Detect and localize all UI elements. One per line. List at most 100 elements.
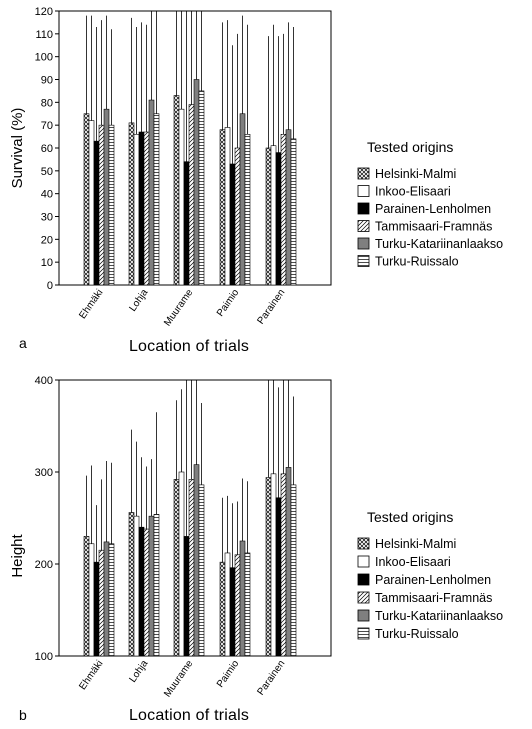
- bar: [219, 129, 226, 286]
- x-category-label: Ehmäki: [77, 658, 105, 692]
- bar: [138, 526, 145, 657]
- bar: [128, 512, 135, 657]
- bar: [108, 543, 115, 657]
- x-category-label: Lohja: [127, 658, 150, 685]
- bar: [265, 477, 272, 657]
- bar: [270, 473, 277, 657]
- y-tick-label: 70: [41, 120, 53, 132]
- legend-label: Tammisaari-Framnäs: [375, 591, 492, 605]
- bars-a: [83, 11, 297, 286]
- legend-label: Helsinki-Malmi: [375, 167, 456, 181]
- legend-swatch: [357, 220, 370, 232]
- y-tick-label: 40: [41, 189, 53, 201]
- legend-swatch: [357, 609, 370, 622]
- legend-swatch: [357, 573, 370, 586]
- panel-label-a: a: [19, 335, 27, 351]
- bar: [173, 95, 180, 286]
- y-tick-label: 30: [41, 212, 53, 224]
- bar: [148, 99, 155, 286]
- x-category-label: Paimio: [215, 658, 242, 690]
- y-tick-label: 100: [35, 651, 53, 663]
- legend-b: Tested origins Helsinki-Malmi Inkoo-Elisa…: [357, 509, 503, 641]
- y-tick-label: 300: [35, 467, 53, 479]
- legend-swatch: [357, 202, 370, 215]
- bar: [234, 554, 241, 657]
- bar: [178, 108, 185, 286]
- bar: [290, 138, 297, 286]
- bar: [153, 514, 160, 657]
- y-ticks-b: 100 200 300 400: [35, 375, 59, 663]
- legend-label: Helsinki-Malmi: [375, 537, 456, 551]
- x-categories-a: Ehmäki Lohja Muurame Paimio Parainen: [77, 287, 287, 328]
- legend-swatch: [357, 591, 370, 604]
- x-category-label: Muurame: [162, 658, 195, 699]
- bar: [275, 152, 282, 286]
- x-category-label: Parainen: [255, 658, 287, 697]
- legend-label: Inkoo-Elisaari: [375, 185, 451, 199]
- bar: [234, 147, 241, 286]
- bar: [88, 543, 95, 657]
- bar: [138, 131, 145, 286]
- bar: [143, 131, 150, 286]
- bar: [133, 515, 140, 657]
- y-tick-label: 0: [47, 280, 53, 292]
- y-tick-label: 120: [35, 6, 53, 18]
- bar: [83, 113, 90, 286]
- bar: [198, 484, 205, 657]
- y-tick-label: 90: [41, 75, 53, 87]
- panel-b: 100 200 300 400 Ehmäki Lohja Muurame Paimio Par…: [9, 375, 503, 724]
- legend-swatch: [357, 255, 370, 267]
- bar: [239, 540, 246, 657]
- legend-swatch: [357, 237, 370, 250]
- bar: [244, 552, 251, 657]
- bar: [148, 515, 155, 657]
- panel-a: 0 10 20 30 40 50 60 70 80 90 100 110 120 Ehmäki Lohja…: [9, 6, 503, 355]
- bar: [93, 561, 100, 657]
- legend-swatch: [357, 185, 370, 197]
- x-categories-b: Ehmäki Lohja Muurame Paimio Parainen: [77, 658, 287, 699]
- legend-label: Turku-Katariinanlaakso: [375, 609, 503, 623]
- bar: [108, 124, 115, 286]
- x-axis-title-a: Location of trials: [129, 338, 249, 355]
- bar: [93, 140, 100, 286]
- legend-label: Turku-Katariinanlaakso: [375, 237, 503, 251]
- bar: [239, 113, 246, 286]
- bar: [290, 484, 297, 657]
- x-axis-title-b: Location of trials: [129, 707, 249, 724]
- bar: [244, 134, 251, 286]
- bar: [275, 497, 282, 657]
- legend-swatch: [357, 627, 370, 640]
- x-category-label: Ehmäki: [77, 287, 105, 321]
- legend-a: Tested origins Helsinki-Malmi Inkoo-Elisa…: [357, 139, 503, 269]
- legend-label: Turku-Ruissalo: [375, 627, 459, 641]
- bar: [103, 541, 110, 657]
- bar: [128, 122, 135, 286]
- y-tick-label: 200: [35, 559, 53, 571]
- bar: [98, 124, 105, 286]
- y-tick-label: 50: [41, 166, 53, 178]
- bar: [183, 536, 190, 657]
- y-tick-label: 110: [35, 29, 53, 41]
- bar: [280, 134, 287, 286]
- y-axis-title-a: Survival (%): [9, 108, 26, 189]
- panel-label-b: b: [19, 707, 27, 723]
- y-ticks-a: 0 10 20 30 40 50 60 70 80 90 100 110 120: [35, 6, 59, 292]
- bar: [198, 90, 205, 286]
- y-tick-label: 80: [41, 97, 53, 109]
- bar: [224, 552, 231, 657]
- bar: [188, 479, 195, 657]
- x-category-label: Paimio: [215, 287, 242, 319]
- y-tick-label: 100: [35, 52, 53, 64]
- bar: [285, 467, 292, 657]
- bar: [285, 129, 292, 286]
- bar: [280, 473, 287, 657]
- bar: [103, 108, 110, 286]
- bar: [178, 471, 185, 657]
- bar: [183, 161, 190, 286]
- bar: [265, 147, 272, 286]
- bar: [143, 528, 150, 657]
- y-axis-title-b: Height: [9, 533, 26, 577]
- bar: [193, 79, 200, 286]
- bar: [270, 145, 277, 286]
- legend-label: Turku-Ruissalo: [375, 255, 459, 269]
